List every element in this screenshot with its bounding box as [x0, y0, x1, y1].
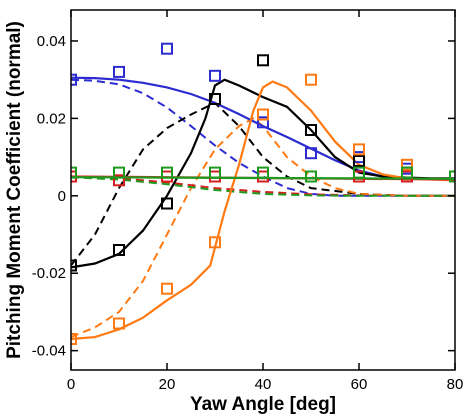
- series-1-marker: [161, 197, 173, 210]
- series-1-marker: [257, 54, 269, 67]
- series-1-marker: [113, 244, 125, 256]
- x-tick-label: 20: [159, 376, 176, 393]
- series-4-marker: [113, 166, 125, 179]
- series-4-marker: [401, 166, 413, 179]
- series-0-marker: [71, 73, 77, 86]
- series-2-solid-line: [71, 80, 455, 341]
- x-tick-label: 80: [447, 376, 464, 393]
- series-2-marker: [353, 143, 365, 156]
- series-layer: [71, 42, 455, 345]
- series-4-marker: [209, 166, 221, 179]
- series-4-marker: [257, 166, 269, 179]
- series-2-marker: [209, 236, 221, 249]
- series-2-marker: [161, 282, 173, 295]
- series-0-solid-line: [71, 76, 455, 181]
- series-4-marker: [305, 170, 317, 183]
- series-4-marker: [161, 166, 173, 179]
- series-2-marker: [305, 73, 317, 86]
- series-1-marker: [353, 155, 365, 167]
- y-tick-label: 0: [58, 188, 66, 205]
- series-2-dashed-line: [71, 117, 455, 339]
- y-axis-label: Pitching Moment Coefficient (normal): [4, 21, 25, 359]
- x-tick-label: 40: [255, 376, 272, 393]
- series-2-marker: [113, 317, 125, 330]
- y-tick-label: -0.02: [32, 265, 66, 282]
- plot-frame: [70, 9, 456, 371]
- series-2-marker: [401, 158, 413, 171]
- series-2-marker: [257, 108, 269, 121]
- series-0-marker: [305, 147, 317, 160]
- series-3-marker: [113, 174, 125, 187]
- y-tick-label: -0.04: [32, 343, 66, 360]
- ticks-layer: 0 20 40 60 80 -0.04 -0.02 0 0.02 0.04: [32, 10, 464, 393]
- series-2-marker: [71, 333, 77, 345]
- series-1-marker: [71, 259, 77, 272]
- series-1-marker: [305, 124, 317, 136]
- series-1-solid-line: [71, 78, 455, 269]
- series-0-marker: [257, 116, 269, 129]
- series-0-marker: [113, 65, 125, 78]
- series-0-dashed-line: [71, 78, 455, 197]
- series-0-marker: [161, 42, 173, 55]
- series-4-marker: [71, 166, 77, 179]
- y-tick-label: 0.02: [37, 110, 66, 127]
- series-4-marker: [353, 166, 365, 179]
- x-tick-label: 0: [67, 376, 75, 393]
- y-tick-label: 0.04: [37, 33, 66, 50]
- series-4-marker: [449, 170, 455, 183]
- series-0-marker: [209, 69, 221, 82]
- series-4-dashed-line: [71, 176, 455, 197]
- series-3-marker: [257, 170, 269, 183]
- x-axis-label: Yaw Angle [deg]: [190, 394, 336, 415]
- series-1-marker: [209, 93, 221, 105]
- x-tick-label: 60: [351, 376, 368, 393]
